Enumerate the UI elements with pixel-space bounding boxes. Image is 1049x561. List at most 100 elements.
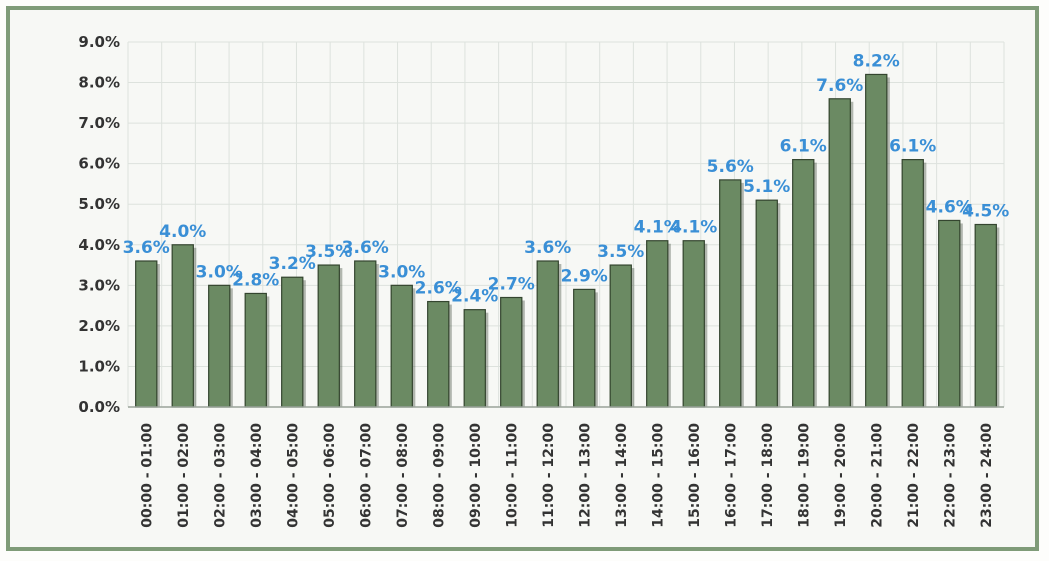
- y-tick-label: 8.0%: [78, 74, 120, 92]
- data-label: 3.6%: [342, 238, 389, 258]
- x-tick-label: 08:00 - 09:00: [431, 423, 447, 528]
- x-tick-label: 17:00 - 18:00: [760, 423, 776, 528]
- data-label: 4.0%: [159, 222, 206, 242]
- data-label: 8.2%: [853, 51, 900, 71]
- y-tick-label: 6.0%: [78, 155, 120, 173]
- bar-shadow: [594, 292, 598, 407]
- bar-shadow: [667, 243, 671, 407]
- y-tick-label: 7.0%: [78, 114, 120, 132]
- bar-shadow: [850, 101, 854, 408]
- bar: [646, 240, 669, 408]
- bar: [573, 288, 596, 408]
- data-label: 3.0%: [196, 262, 243, 282]
- bar: [536, 260, 559, 408]
- x-tick-label: 23:00 - 24:00: [979, 423, 995, 528]
- x-tick-label: 05:00 - 06:00: [322, 423, 338, 528]
- x-axis: 00:00 - 01:00 01:00 - 02:00 02:00 - 03:00 0…: [128, 406, 1004, 528]
- y-tick-label: 3.0%: [78, 276, 120, 294]
- bar-shadow: [813, 162, 817, 407]
- y-tick-label: 0.0%: [78, 398, 120, 416]
- data-label: 4.6%: [926, 197, 973, 217]
- bar-shadow: [266, 296, 270, 407]
- x-tick-label: 18:00 - 19:00: [796, 423, 812, 528]
- data-label: 7.6%: [816, 76, 863, 96]
- x-tick-label: 03:00 - 04:00: [249, 423, 265, 528]
- bar-shadow: [631, 268, 635, 407]
- bar: [609, 264, 632, 408]
- x-tick-label: 04:00 - 05:00: [285, 423, 301, 528]
- data-label: 3.6%: [524, 238, 571, 258]
- data-label: 4.1%: [670, 218, 717, 238]
- x-tick-label: 10:00 - 11:00: [504, 423, 520, 528]
- bar: [390, 284, 413, 408]
- data-label: 3.6%: [123, 238, 170, 258]
- bar-shadow: [558, 264, 562, 407]
- bar-shadow: [302, 280, 306, 407]
- data-label: 3.5%: [305, 242, 352, 262]
- x-tick-label: 13:00 - 14:00: [614, 423, 630, 528]
- x-tick-label: 01:00 - 02:00: [176, 423, 192, 528]
- bar-shadow: [521, 300, 525, 407]
- bar-shadow: [229, 288, 233, 407]
- y-tick-label: 4.0%: [78, 236, 120, 254]
- x-tick-label: 19:00 - 20:00: [833, 423, 849, 528]
- bar-shadow: [375, 264, 379, 407]
- data-labels: 3.6%4.0%3.0%2.8%3.2%3.5%3.6%3.0%2.6%2.4%…: [123, 51, 1010, 306]
- bar-shadow: [996, 227, 1000, 407]
- y-tick-label: 2.0%: [78, 317, 120, 335]
- bars: [135, 73, 1000, 408]
- bar-shadow: [886, 77, 890, 407]
- x-tick-label: 09:00 - 10:00: [468, 423, 484, 528]
- bar: [171, 244, 194, 408]
- bar-shadow: [959, 223, 963, 407]
- bar: [719, 179, 742, 408]
- bar-shadow: [485, 312, 489, 407]
- bar: [135, 260, 158, 408]
- bar: [281, 276, 304, 408]
- y-tick-label: 5.0%: [78, 195, 120, 213]
- data-label: 3.2%: [269, 254, 316, 274]
- bar: [901, 159, 924, 408]
- y-axis: 0.0% 1.0% 2.0% 3.0% 4.0% 5.0% 6.0% 7.0% 8.0% 9.0%: [78, 33, 120, 416]
- data-label: 6.1%: [780, 137, 827, 157]
- data-label: 5.1%: [743, 177, 790, 197]
- data-label: 2.9%: [561, 266, 608, 286]
- x-tick-label: 16:00 - 17:00: [723, 423, 739, 528]
- data-label: 2.7%: [488, 275, 535, 295]
- bar-shadow: [339, 268, 343, 407]
- bar-shadow: [412, 288, 416, 407]
- bar: [755, 199, 778, 408]
- x-tick-label: 02:00 - 03:00: [212, 423, 228, 528]
- bar-shadow: [704, 243, 708, 407]
- x-tick-label: 15:00 - 16:00: [687, 423, 703, 528]
- x-tick-label: 21:00 - 22:00: [906, 423, 922, 528]
- bar: [317, 264, 340, 408]
- bar-shadow: [193, 247, 197, 407]
- x-tick-label: 00:00 - 01:00: [139, 423, 155, 528]
- bar: [427, 300, 450, 408]
- x-tick-label: 07:00 - 08:00: [395, 423, 411, 528]
- data-label: 3.0%: [378, 262, 425, 282]
- data-label: 6.1%: [889, 137, 936, 157]
- bar: [463, 309, 486, 408]
- bar-shadow: [740, 182, 744, 407]
- bar: [938, 219, 961, 408]
- bar: [208, 284, 231, 408]
- bar-shadow: [777, 203, 781, 407]
- y-tick-label: 1.0%: [78, 357, 120, 375]
- x-tick-label: 11:00 - 12:00: [541, 423, 557, 528]
- bar: [354, 260, 377, 408]
- bar: [828, 98, 851, 408]
- bar: [974, 223, 997, 408]
- bar: [682, 240, 705, 408]
- bar-shadow: [923, 162, 927, 407]
- bar: [792, 159, 815, 408]
- data-label: 2.4%: [451, 287, 498, 307]
- bar-shadow: [448, 304, 452, 407]
- bar: [244, 292, 267, 408]
- bar-shadow: [156, 264, 160, 407]
- x-tick-label: 14:00 - 15:00: [650, 423, 666, 528]
- x-tick-label: 22:00 - 23:00: [942, 423, 958, 528]
- data-label: 3.5%: [597, 242, 644, 262]
